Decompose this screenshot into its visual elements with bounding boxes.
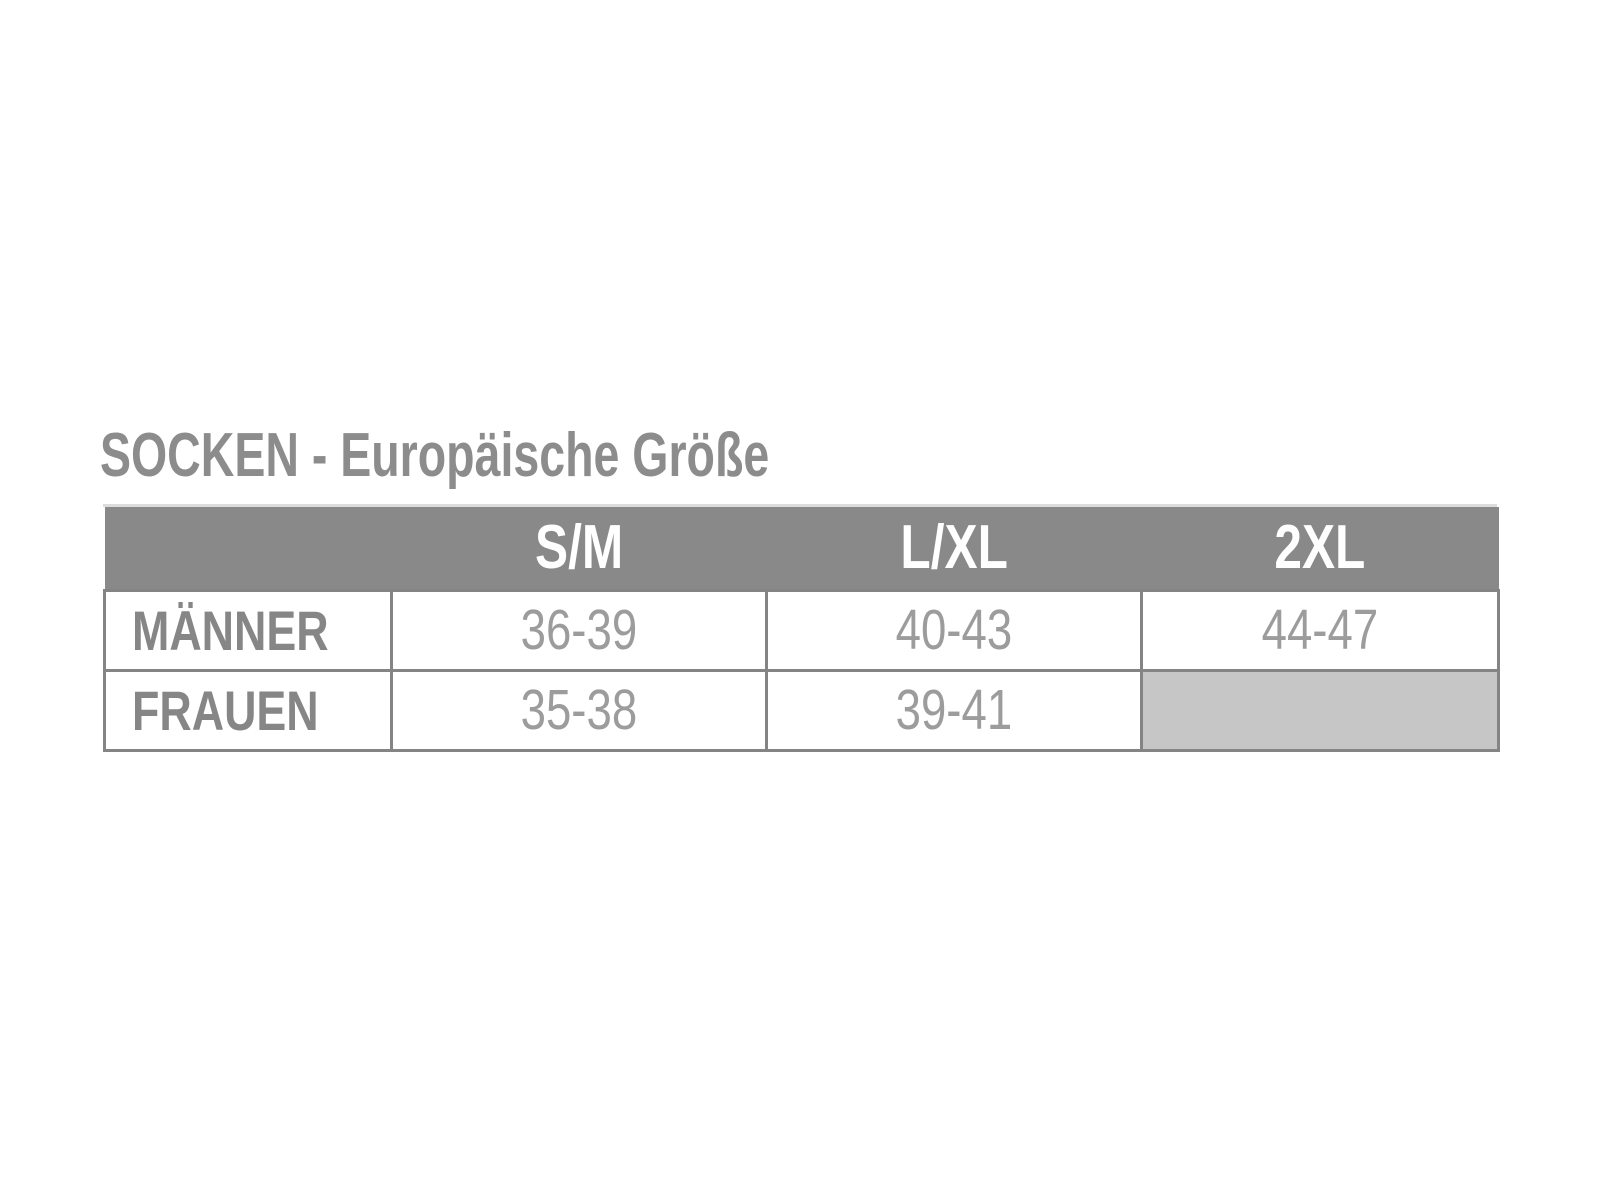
cell-maenner-2xl: 44-47 — [1140, 588, 1500, 672]
cell-frauen-lxl-value: 39-41 — [895, 678, 1013, 742]
table-header-row: S/M L/XL 2XL — [104, 507, 1499, 590]
cell-maenner-lxl: 40-43 — [765, 588, 1143, 672]
header-cell-sm-label: S/M — [534, 513, 624, 583]
header-cell-sm: S/M — [391, 507, 767, 590]
header-cell-2xl: 2XL — [1141, 507, 1499, 590]
cell-maenner-2xl-value: 44-47 — [1261, 598, 1379, 662]
row-label-maenner-text: MÄNNER — [132, 598, 329, 662]
size-table: S/M L/XL 2XL MÄNNER 36-39 40-43 44-47 FR… — [103, 507, 1500, 752]
cell-maenner-sm-value: 36-39 — [520, 598, 638, 662]
header-cell-2xl-label: 2XL — [1274, 513, 1366, 583]
cell-frauen-2xl-empty — [1140, 668, 1500, 752]
table-row-maenner: MÄNNER 36-39 40-43 44-47 — [103, 588, 1500, 672]
cell-frauen-lxl: 39-41 — [765, 668, 1143, 752]
cell-frauen-sm: 35-38 — [390, 668, 768, 752]
row-label-frauen-text: FRAUEN — [132, 678, 319, 742]
table-row-frauen: FRAUEN 35-38 39-41 — [103, 668, 1500, 752]
title-divider-line — [103, 504, 1497, 507]
chart-title: SOCKEN - Europäische Größe — [100, 416, 992, 496]
chart-title-text: SOCKEN - Europäische Größe — [100, 421, 770, 490]
row-label-frauen: FRAUEN — [103, 668, 393, 752]
cell-frauen-sm-value: 35-38 — [520, 678, 638, 742]
header-cell-blank — [104, 507, 392, 590]
cell-maenner-sm: 36-39 — [390, 588, 768, 672]
cell-maenner-lxl-value: 40-43 — [895, 598, 1013, 662]
header-cell-lxl: L/XL — [766, 507, 1142, 590]
header-cell-lxl-label: L/XL — [900, 513, 1008, 583]
row-label-maenner: MÄNNER — [103, 588, 393, 672]
